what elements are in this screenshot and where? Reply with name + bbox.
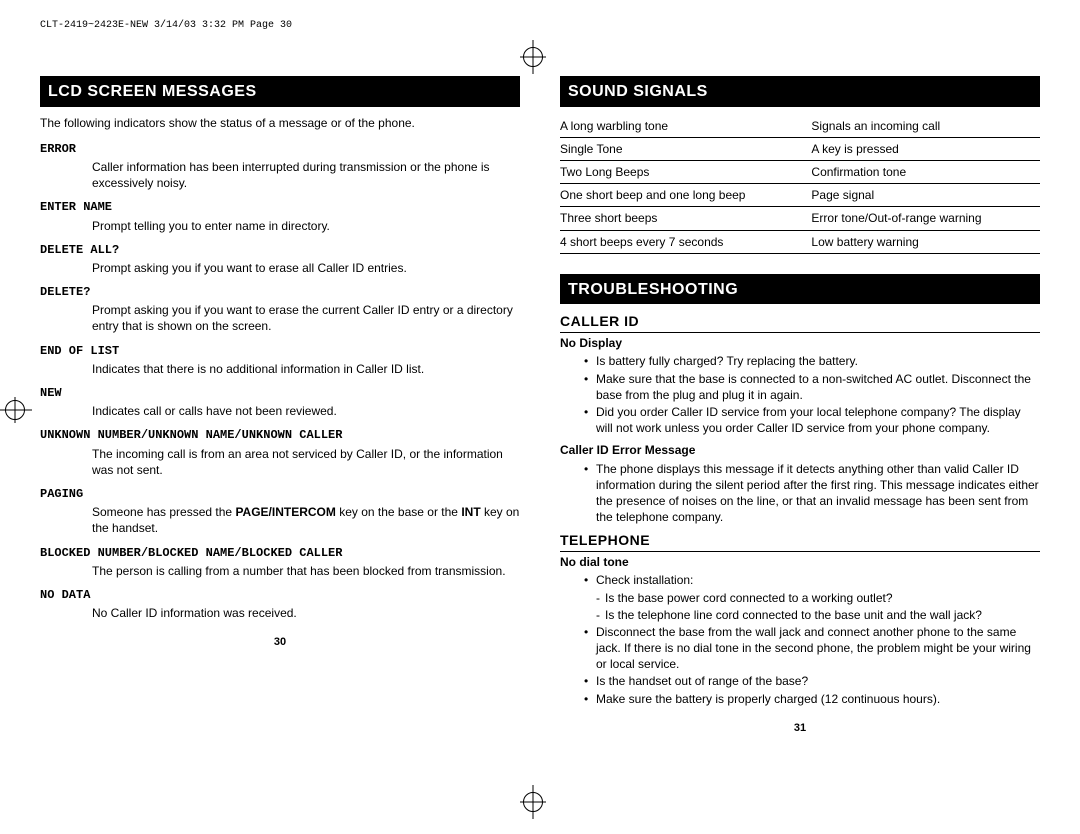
page-number-left: 30 — [40, 635, 520, 650]
signal-left: Three short beeps — [560, 210, 811, 226]
lcd-term: PAGING — [40, 486, 520, 502]
cid-error-topic: Caller ID Error Message — [560, 442, 1040, 458]
signal-right: Low battery warning — [811, 234, 1040, 250]
lcd-desc: Indicates that there is no additional in… — [40, 361, 520, 377]
lcd-term: UNKNOWN NUMBER/UNKNOWN NAME/UNKNOWN CALL… — [40, 427, 520, 443]
dash-list: Is the base power cord connected to a wo… — [596, 590, 1040, 623]
signal-right: Confirmation tone — [811, 164, 1040, 180]
signal-right: Signals an incoming call — [811, 118, 1040, 134]
lcd-desc: Prompt telling you to enter name in dire… — [40, 218, 520, 234]
signal-left: Single Tone — [560, 141, 811, 157]
nodisplay-bullets: Is battery fully charged? Try replacing … — [560, 353, 1040, 436]
signal-row: Single ToneA key is pressed — [560, 138, 1040, 161]
list-item: The phone displays this message if it de… — [596, 461, 1040, 526]
sound-signal-table: A long warbling toneSignals an incoming … — [560, 115, 1040, 254]
list-item: Make sure that the base is connected to … — [596, 371, 1040, 403]
signal-left: 4 short beeps every 7 seconds — [560, 234, 811, 250]
lcd-desc: Someone has pressed the PAGE/INTERCOM ke… — [40, 504, 520, 536]
nodial-bullets: Check installation:Is the base power cor… — [560, 572, 1040, 707]
list-item: Is the handset out of range of the base? — [596, 673, 1040, 689]
lcd-term: END OF LIST — [40, 343, 520, 359]
lcd-term: NEW — [40, 385, 520, 401]
signal-right: Error tone/Out-of-range warning — [811, 210, 1040, 226]
lcd-desc: Prompt asking you if you want to erase t… — [40, 302, 520, 334]
lcd-term: DELETE? — [40, 284, 520, 300]
list-item: Did you order Caller ID service from you… — [596, 404, 1040, 436]
signal-row: A long warbling toneSignals an incoming … — [560, 115, 1040, 138]
sound-header: SOUND SIGNALS — [560, 76, 1040, 107]
crop-mark-left — [5, 400, 25, 426]
nodial-topic: No dial tone — [560, 554, 1040, 570]
list-item: Is the base power cord connected to a wo… — [596, 590, 1040, 606]
list-item: Make sure the battery is properly charge… — [596, 691, 1040, 707]
crop-mark-top — [523, 45, 543, 74]
lcd-desc: Prompt asking you if you want to erase a… — [40, 260, 520, 276]
list-item: Is the telephone line cord connected to … — [596, 607, 1040, 623]
lcd-message-list: ERROR Caller information has been interru… — [40, 141, 520, 622]
left-page: LCD SCREEN MESSAGES The following indica… — [40, 76, 520, 736]
signal-left: One short beep and one long beep — [560, 187, 811, 203]
lcd-desc: Caller information has been interrupted … — [40, 159, 520, 191]
nodisplay-topic: No Display — [560, 335, 1040, 351]
lcd-desc: The incoming call is from an area not se… — [40, 446, 520, 478]
signal-row: 4 short beeps every 7 secondsLow battery… — [560, 231, 1040, 254]
lcd-term: ERROR — [40, 141, 520, 157]
lcd-desc: No Caller ID information was received. — [40, 605, 520, 621]
signal-left: Two Long Beeps — [560, 164, 811, 180]
callerid-subheader: CALLER ID — [560, 312, 1040, 333]
trouble-header: TROUBLESHOOTING — [560, 274, 1040, 305]
signal-row: Three short beepsError tone/Out-of-range… — [560, 207, 1040, 230]
list-item: Disconnect the base from the wall jack a… — [596, 624, 1040, 673]
telephone-subheader: TELEPHONE — [560, 531, 1040, 552]
lcd-header: LCD SCREEN MESSAGES — [40, 76, 520, 107]
lcd-term: DELETE ALL? — [40, 242, 520, 258]
lcd-desc: Indicates call or calls have not been re… — [40, 403, 520, 419]
list-item: Is battery fully charged? Try replacing … — [596, 353, 1040, 369]
lcd-term: BLOCKED NUMBER/BLOCKED NAME/BLOCKED CALL… — [40, 545, 520, 561]
lcd-intro: The following indicators show the status… — [40, 115, 520, 131]
right-page: SOUND SIGNALS A long warbling toneSignal… — [560, 76, 1040, 736]
lcd-desc: The person is calling from a number that… — [40, 563, 520, 579]
signal-left: A long warbling tone — [560, 118, 811, 134]
lcd-term: ENTER NAME — [40, 199, 520, 215]
lcd-term: NO DATA — [40, 587, 520, 603]
signal-right: A key is pressed — [811, 141, 1040, 157]
page-number-right: 31 — [560, 721, 1040, 736]
print-header: CLT-2419~2423E-NEW 3/14/03 3:32 PM Page … — [40, 20, 1040, 31]
signal-right: Page signal — [811, 187, 1040, 203]
signal-row: Two Long BeepsConfirmation tone — [560, 161, 1040, 184]
list-item: Check installation:Is the base power cor… — [596, 572, 1040, 623]
cid-error-bullets: The phone displays this message if it de… — [560, 461, 1040, 526]
crop-mark-bottom — [523, 790, 543, 819]
signal-row: One short beep and one long beepPage sig… — [560, 184, 1040, 207]
